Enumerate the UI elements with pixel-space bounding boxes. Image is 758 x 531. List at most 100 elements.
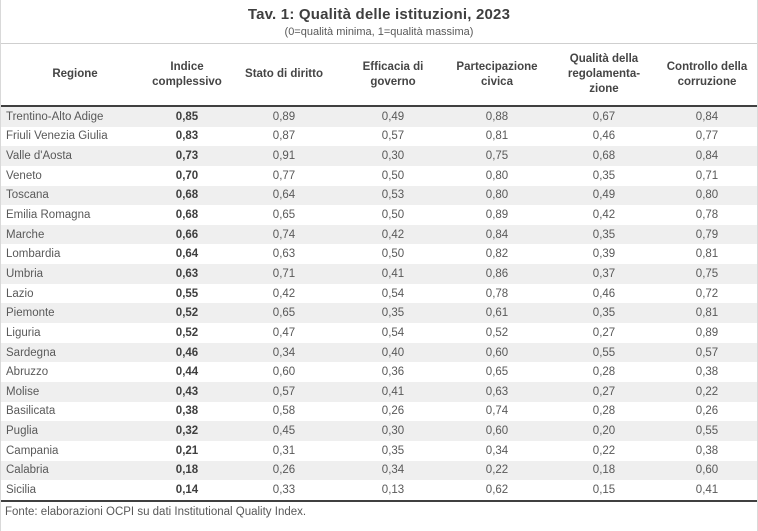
value-cell: 0,88 — [485, 110, 509, 123]
value-cell: 0,89 — [272, 110, 296, 123]
value-cell: 0,14 — [149, 480, 225, 502]
value-cell: 0,61 — [485, 307, 509, 320]
value-cell: 0,31 — [272, 444, 296, 457]
value-cell: 0,58 — [272, 405, 296, 418]
value-cell: 0,67 — [592, 110, 616, 123]
value-cell: 0,89 — [695, 326, 719, 339]
region-name: Calabria — [6, 464, 49, 477]
value-cell: 0,80 — [695, 189, 719, 202]
value-cell: 0,55 — [175, 287, 199, 300]
value-cell: 0,55 — [592, 346, 616, 359]
region-name: Emilia Romagna — [6, 209, 91, 222]
value-cell: 0,60 — [272, 366, 296, 379]
region-name: Valle d'Aosta — [6, 150, 72, 163]
value-cell: 0,50 — [381, 248, 405, 261]
region-name: Sardegna — [6, 346, 56, 359]
value-cell: 0,54 — [381, 326, 405, 339]
value-cell: 0,71 — [695, 169, 719, 182]
value-cell: 0,46 — [175, 346, 199, 359]
column-header-3: Efficacia di governo — [343, 43, 443, 107]
value-cell: 0,77 — [695, 130, 719, 143]
value-cell: 0,18 — [175, 464, 199, 477]
value-cell: 0,50 — [381, 209, 405, 222]
value-cell: 0,38 — [175, 405, 199, 418]
value-cell: 0,81 — [695, 307, 719, 320]
value-cell: 0,42 — [272, 287, 296, 300]
value-cell: 0,46 — [592, 130, 616, 143]
value-cell: 0,35 — [381, 307, 405, 320]
region-name: Marche — [6, 228, 45, 241]
value-cell: 0,64 — [175, 248, 199, 261]
value-cell: 0,85 — [175, 110, 199, 123]
value-cell: 0,36 — [381, 366, 405, 379]
value-cell: 0,81 — [695, 248, 719, 261]
value-cell: 0,84 — [695, 150, 719, 163]
region-name: Molise — [6, 385, 40, 398]
table-row: Veneto 0,70 0,77 0,50 0,80 0,35 0,71 — [1, 166, 757, 186]
column-header-4: Partecipazione civica — [443, 43, 551, 107]
region-name: Piemonte — [6, 307, 55, 320]
value-cell: 0,42 — [381, 228, 405, 241]
value-cell: 0,80 — [485, 189, 509, 202]
value-cell: 0,42 — [592, 209, 616, 222]
value-cell: 0,62 — [443, 480, 551, 502]
value-cell: 0,13 — [343, 480, 443, 502]
value-cell: 0,79 — [695, 228, 719, 241]
table-title: Tav. 1: Qualità delle istituzioni, 2023 — [247, 6, 511, 23]
table-row: Valle d'Aosta 0,73 0,91 0,30 0,75 0,68 0,84 — [1, 146, 757, 166]
value-cell: 0,34 — [381, 464, 405, 477]
value-cell: 0,75 — [485, 150, 509, 163]
region-name: Basilicata — [6, 405, 56, 418]
value-cell: 0,38 — [695, 444, 719, 457]
source-note: Fonte: elaborazioni OCPI su dati Institu… — [5, 505, 307, 518]
value-cell: 0,33 — [225, 480, 343, 502]
value-cell: 0,34 — [485, 444, 509, 457]
value-cell: 0,27 — [592, 326, 616, 339]
value-cell: 0,52 — [175, 307, 199, 320]
value-cell: 0,84 — [695, 110, 719, 123]
value-cell: 0,65 — [272, 209, 296, 222]
value-cell: 0,74 — [272, 228, 296, 241]
table-row: Liguria 0,52 0,47 0,54 0,52 0,27 0,89 — [1, 323, 757, 343]
value-cell: 0,26 — [695, 405, 719, 418]
value-cell: 0,63 — [175, 267, 199, 280]
value-cell: 0,73 — [175, 150, 199, 163]
value-cell: 0,87 — [272, 130, 296, 143]
value-cell: 0,75 — [695, 267, 719, 280]
value-cell: 0,38 — [695, 366, 719, 379]
table-row: Calabria 0,18 0,26 0,34 0,22 0,18 0,60 — [1, 460, 757, 481]
value-cell: 0,60 — [695, 464, 719, 477]
value-cell: 0,70 — [175, 169, 199, 182]
region-name: Toscana — [6, 189, 49, 202]
table-row: Campania 0,21 0,31 0,35 0,34 0,22 0,38 — [1, 441, 757, 461]
value-cell: 0,68 — [175, 189, 199, 202]
value-cell: 0,77 — [272, 169, 296, 182]
table-row: Friuli Venezia Giulia 0,83 0,87 0,57 0,81 0,4… — [1, 127, 757, 147]
table-row: Umbria 0,63 0,71 0,41 0,86 0,37 0,75 — [1, 264, 757, 284]
table-row: Toscana 0,68 0,64 0,53 0,80 0,49 0,80 — [1, 185, 757, 206]
value-cell: 0,74 — [485, 405, 509, 418]
value-cell: 0,52 — [485, 326, 509, 339]
value-cell: 0,57 — [381, 130, 405, 143]
value-cell: 0,68 — [175, 209, 199, 222]
value-cell: 0,32 — [175, 425, 199, 438]
value-cell: 0,35 — [381, 444, 405, 457]
table-row: Molise 0,43 0,57 0,41 0,63 0,27 0,22 — [1, 381, 757, 402]
value-cell: 0,68 — [592, 150, 616, 163]
value-cell: 0,63 — [272, 248, 296, 261]
table-row: Puglia 0,32 0,45 0,30 0,60 0,20 0,55 — [1, 421, 757, 441]
value-cell: 0,78 — [695, 209, 719, 222]
value-cell: 0,39 — [592, 248, 616, 261]
value-cell: 0,15 — [551, 480, 657, 502]
value-cell: 0,26 — [381, 405, 405, 418]
value-cell: 0,26 — [272, 464, 296, 477]
value-cell: 0,57 — [695, 346, 719, 359]
value-cell: 0,80 — [485, 169, 509, 182]
region-name: Umbria — [6, 267, 44, 280]
value-cell: 0,47 — [272, 326, 296, 339]
value-cell: 0,52 — [175, 326, 199, 339]
table-row: Trentino-Alto Adige 0,85 0,89 0,49 0,88 0,67 0… — [1, 106, 757, 127]
region-name: Campania — [6, 444, 59, 457]
value-cell: 0,66 — [175, 228, 199, 241]
